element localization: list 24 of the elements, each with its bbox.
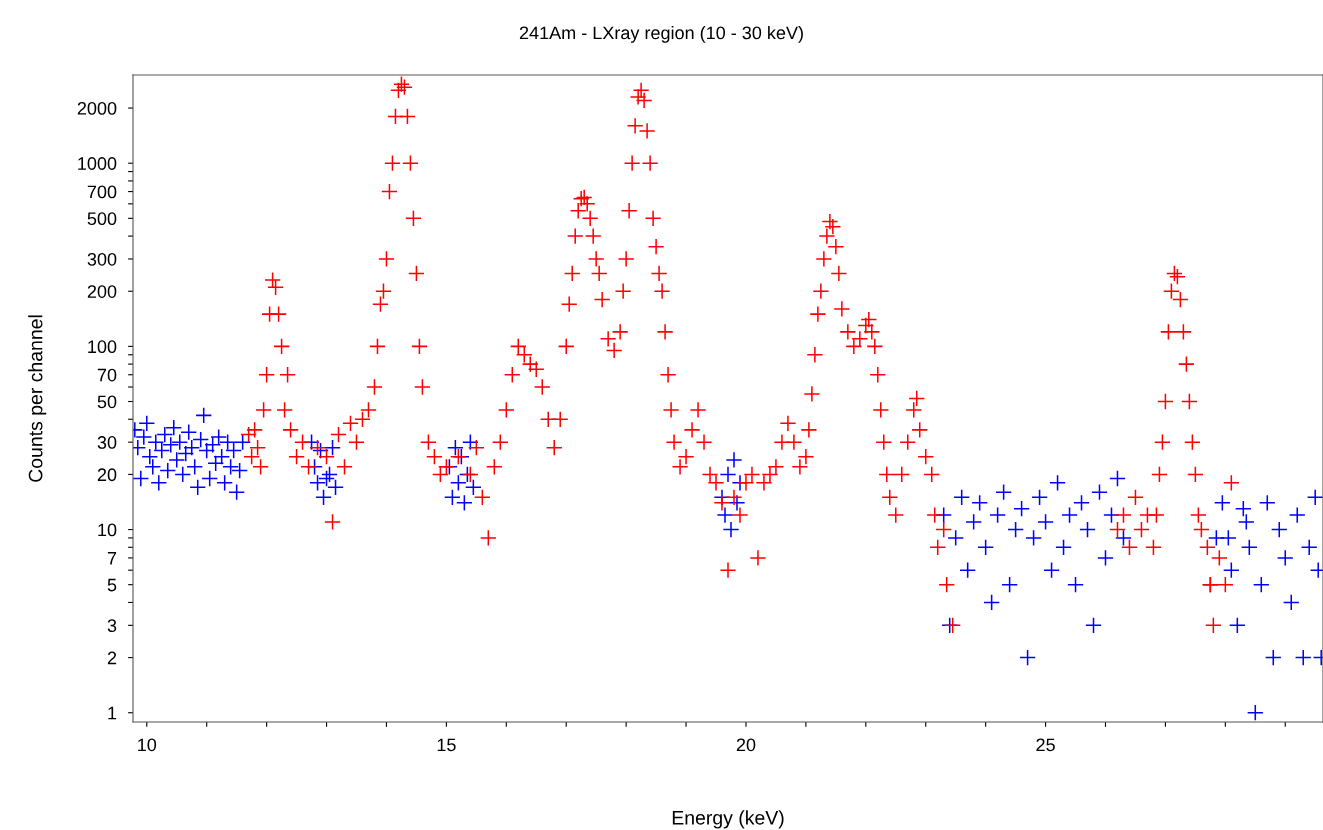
chart-title: 241Am - LXray region (10 - 30 keV) (519, 26, 803, 43)
y-tick-label: 5 (107, 578, 117, 592)
y-tick-label: 7 (107, 552, 117, 565)
y-tick-label: 1 (108, 706, 117, 720)
y-tick-label: 700 (87, 185, 117, 199)
y-tick-label: 10 (98, 523, 117, 537)
y-tick-label: 300 (87, 252, 117, 266)
y-tick-label: 2000 (77, 101, 117, 115)
y-axis-title: Counts per channel (28, 315, 47, 482)
x-tick-label: 25 (1036, 738, 1055, 752)
y-tick-label: 500 (87, 212, 117, 226)
y-tick-label: 1000 (78, 157, 117, 170)
y-tick-label: 2 (107, 651, 117, 665)
y-tick-label: 100 (88, 340, 117, 354)
x-axis-title: Energy (keV) (672, 810, 784, 829)
x-tick-label: 15 (437, 738, 456, 752)
y-tick-label: 30 (97, 436, 117, 449)
y-tick-label: 3 (107, 619, 117, 633)
y-tick-label: 200 (87, 285, 117, 298)
y-tick-label: 70 (97, 368, 117, 382)
x-tick-label: 20 (736, 738, 756, 752)
x-tick-label: 10 (138, 738, 157, 752)
y-tick-label: 50 (97, 395, 117, 409)
y-tick-label: 20 (97, 468, 117, 482)
